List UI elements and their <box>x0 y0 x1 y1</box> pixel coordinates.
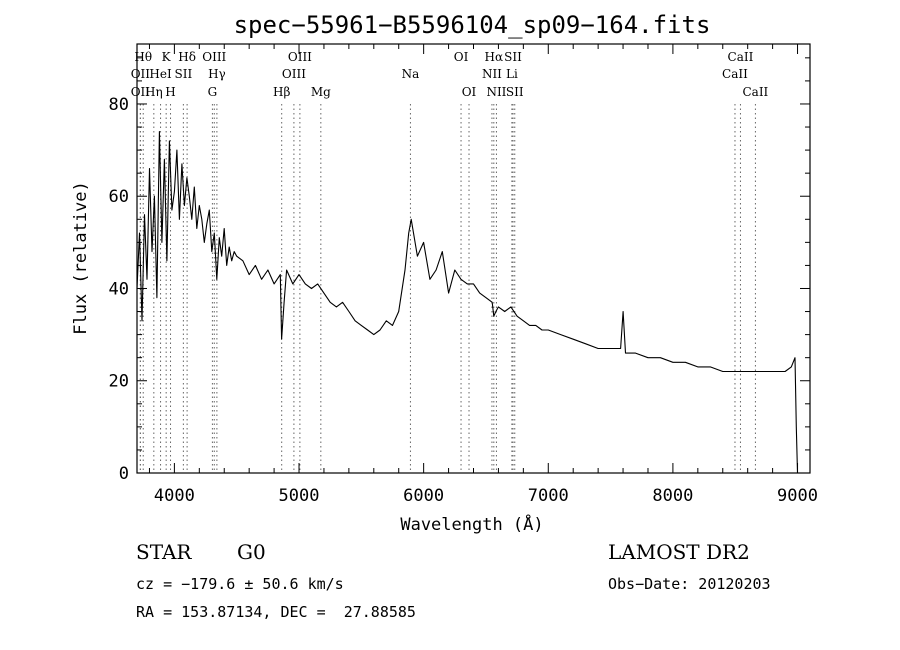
x-tick-label: 6000 <box>403 486 444 506</box>
coordinates-ra-dec: RA = 153.87134, DEC = 27.88585 <box>136 603 416 621</box>
x-axis: 4000 5000 6000 7000 8000 9000 <box>148 44 818 506</box>
line-marker-label-3: Hη <box>145 85 163 99</box>
y-tick-label: 0 <box>119 464 129 484</box>
line-marker-label-26: CaII <box>728 50 754 64</box>
y-tick-label: 20 <box>109 372 129 392</box>
line-marker-label-15: Mg <box>311 85 331 99</box>
line-marker-label-21: Hα <box>485 50 504 64</box>
line-marker-label-16: Na <box>402 67 420 81</box>
line-marker-label-14: OIII <box>288 50 312 64</box>
line-marker-label-8: Hδ <box>178 50 196 64</box>
line-marker-label-20: NII <box>486 85 506 99</box>
x-tick-label: 5000 <box>279 486 320 506</box>
x-tick-label: 4000 <box>154 486 195 506</box>
line-marker-label-6: H <box>165 85 175 99</box>
observation-date: Obs−Date: 20120203 <box>608 575 771 593</box>
y-axis: 0 20 40 60 80 <box>109 57 810 484</box>
line-marker-label-24: SII <box>506 85 524 99</box>
survey-name: LAMOST DR2 <box>608 540 750 564</box>
plot-frame <box>136 43 811 474</box>
line-marker-label-17: OI <box>454 50 469 64</box>
line-marker-label-22: Li <box>506 67 518 81</box>
line-markers: OIIOIIHθHηHeIKHSIIHδGOIIIHγHβOIIIOIIIMgN… <box>131 50 769 473</box>
line-marker-label-9: G <box>208 85 218 99</box>
line-marker-label-25: CaII <box>722 67 748 81</box>
line-marker-label-4: HeI <box>149 67 172 81</box>
object-subclass: G0 <box>237 540 266 564</box>
line-marker-label-19: NII <box>482 67 502 81</box>
line-marker-label-12: Hβ <box>273 85 290 99</box>
line-marker-label-13: OIII <box>282 67 306 81</box>
line-marker-label-11: Hγ <box>208 67 226 81</box>
line-marker-label-7: SII <box>175 67 193 81</box>
line-marker-label-23: SII <box>504 50 522 64</box>
line-marker-label-10: OIII <box>202 50 226 64</box>
y-tick-label: 80 <box>109 95 129 115</box>
x-tick-label: 8000 <box>652 486 693 506</box>
y-axis-label: Flux (relative) <box>71 181 91 335</box>
line-marker-label-2: Hθ <box>134 50 152 64</box>
line-marker-label-0: OII <box>131 67 151 81</box>
series-line-0 <box>136 131 799 474</box>
chart-title: spec−55961−B5596104_sp09−164.fits <box>234 11 711 39</box>
y-tick-label: 60 <box>109 187 129 207</box>
line-marker-label-5: K <box>162 50 172 64</box>
x-axis-label: Wavelength (Å) <box>400 513 543 535</box>
redshift-cz: cz = −179.6 ± 50.6 km/s <box>136 575 344 593</box>
x-tick-label: 7000 <box>528 486 569 506</box>
x-tick-label: 9000 <box>777 486 818 506</box>
line-marker-label-18: OI <box>462 85 477 99</box>
object-class: STAR <box>136 540 192 564</box>
line-marker-label-1: OII <box>131 85 151 99</box>
y-tick-label: 40 <box>109 279 129 299</box>
line-marker-label-27: CaII <box>742 85 768 99</box>
series-group <box>136 131 799 474</box>
